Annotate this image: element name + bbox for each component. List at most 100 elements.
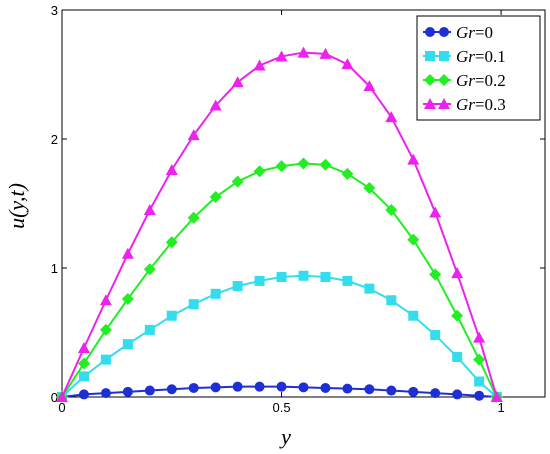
data-point	[385, 203, 398, 216]
legend-label: Gr=0.3	[456, 95, 506, 114]
data-point	[232, 381, 243, 392]
data-point	[275, 160, 288, 173]
data-point	[231, 76, 244, 88]
data-point	[385, 111, 398, 123]
data-point	[407, 153, 420, 165]
legend-marker	[425, 27, 435, 37]
data-point	[165, 236, 178, 249]
data-point	[297, 157, 310, 170]
data-point	[364, 384, 375, 395]
data-point	[474, 390, 485, 401]
data-point	[121, 247, 134, 259]
data-point	[144, 324, 155, 335]
legend-marker	[424, 74, 436, 86]
x-tick-label: 0.5	[273, 400, 291, 415]
legend-entry: Gr=0	[423, 23, 493, 42]
legend-marker	[439, 51, 449, 61]
data-point	[209, 99, 222, 111]
data-point	[276, 381, 287, 392]
data-point	[77, 341, 90, 353]
data-point	[231, 175, 244, 188]
data-point	[77, 357, 90, 370]
data-point	[188, 382, 199, 393]
legend-marker	[438, 98, 450, 109]
series-2	[56, 157, 503, 403]
data-point	[122, 386, 133, 397]
series-0	[57, 381, 502, 402]
x-tick-label: 0	[58, 400, 65, 415]
data-point	[209, 191, 222, 204]
data-point	[474, 376, 485, 387]
data-point	[408, 310, 419, 321]
data-point	[429, 268, 442, 281]
data-point	[298, 270, 309, 281]
data-point	[210, 382, 221, 393]
data-point	[473, 353, 486, 366]
legend-marker	[425, 51, 435, 61]
data-point	[253, 59, 266, 71]
y-tick-label: 2	[51, 132, 58, 147]
data-point	[320, 272, 331, 283]
data-point	[187, 211, 200, 224]
data-point	[319, 47, 332, 59]
data-point	[187, 129, 200, 141]
data-point	[430, 388, 441, 399]
data-point	[188, 299, 199, 310]
data-point	[473, 331, 486, 343]
legend-entry: Gr=0.2	[423, 71, 506, 90]
data-point	[341, 58, 354, 70]
data-point	[407, 233, 420, 246]
data-point	[430, 330, 441, 341]
legend: Gr=0 Gr=0.1 Gr=0.2 Gr=0.3	[416, 15, 541, 121]
data-point	[78, 389, 89, 400]
data-point	[451, 309, 464, 322]
series-3	[56, 46, 503, 402]
y-tick-label: 3	[51, 3, 58, 18]
data-point	[298, 382, 309, 393]
data-point	[320, 382, 331, 393]
x-axis-label: y	[279, 424, 291, 449]
data-point	[143, 203, 156, 215]
data-point	[342, 383, 353, 394]
data-point	[363, 182, 376, 195]
data-point	[297, 46, 310, 58]
legend-entry: Gr=0.3	[423, 95, 506, 114]
legend-entry: Gr=0.1	[423, 47, 506, 66]
legend-marker	[438, 74, 450, 86]
data-point	[386, 295, 397, 306]
data-point	[254, 275, 265, 286]
data-point	[99, 294, 112, 306]
x-tick-label: 1	[497, 400, 504, 415]
data-point	[452, 389, 463, 400]
y-tick-label: 0	[51, 390, 58, 405]
data-point	[364, 283, 375, 294]
y-tick-label: 1	[51, 261, 58, 276]
axis-ticks: 0 0.5 1 0 1 2 3	[51, 3, 545, 415]
data-point	[166, 310, 177, 321]
legend-label: Gr=0.2	[456, 71, 506, 90]
data-point	[342, 275, 353, 286]
data-point	[276, 272, 287, 283]
legend-marker	[439, 27, 449, 37]
data-point	[210, 288, 221, 299]
data-point	[253, 165, 266, 178]
plot-frame	[61, 9, 546, 398]
data-point	[78, 371, 89, 382]
data-point	[144, 385, 155, 396]
data-point	[166, 384, 177, 395]
data-point	[275, 50, 288, 62]
data-point	[165, 163, 178, 175]
data-point	[408, 386, 419, 397]
legend-label: Gr=0	[456, 23, 493, 42]
data-point	[100, 388, 111, 399]
data-point	[341, 167, 354, 180]
data-point	[121, 292, 134, 305]
data-point	[254, 381, 265, 392]
data-point	[143, 263, 156, 276]
data-point	[319, 158, 332, 171]
data-point	[363, 80, 376, 92]
data-point	[429, 206, 442, 218]
data-point	[386, 385, 397, 396]
legend-marker	[424, 98, 436, 109]
